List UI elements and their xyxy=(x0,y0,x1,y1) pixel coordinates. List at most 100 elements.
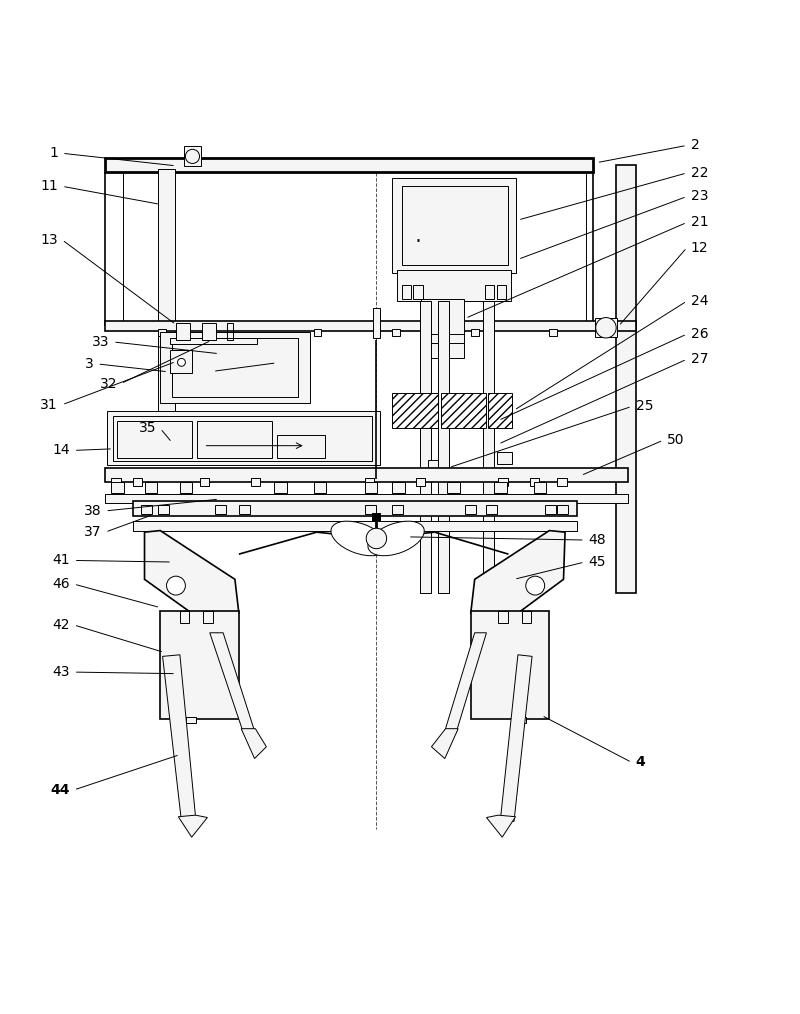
Bar xyxy=(133,521,577,530)
Bar xyxy=(170,350,193,373)
Bar xyxy=(117,421,192,458)
Bar xyxy=(215,505,226,514)
Bar xyxy=(447,482,460,493)
Bar xyxy=(365,478,374,486)
Bar xyxy=(392,505,403,514)
Bar xyxy=(106,411,379,464)
Bar xyxy=(365,482,378,493)
Bar xyxy=(145,482,157,493)
Bar xyxy=(365,505,376,514)
Bar xyxy=(314,330,322,336)
Polygon shape xyxy=(470,530,565,613)
Bar xyxy=(113,416,373,461)
Bar xyxy=(250,478,260,486)
Bar xyxy=(414,285,422,299)
Text: 43: 43 xyxy=(52,665,70,679)
Bar xyxy=(550,330,558,336)
Bar xyxy=(470,330,478,336)
Text: 46: 46 xyxy=(52,577,70,591)
Text: 4: 4 xyxy=(636,755,646,770)
Bar xyxy=(392,482,405,493)
Text: 2: 2 xyxy=(691,138,700,152)
Text: 35: 35 xyxy=(139,422,156,435)
Bar xyxy=(558,505,568,514)
Ellipse shape xyxy=(331,521,387,556)
Bar xyxy=(488,393,512,428)
Text: 27: 27 xyxy=(691,352,708,366)
Text: 41: 41 xyxy=(52,554,70,568)
Bar xyxy=(106,158,593,172)
Bar xyxy=(176,323,190,341)
Circle shape xyxy=(186,149,199,163)
Bar xyxy=(184,146,201,166)
Text: 1: 1 xyxy=(49,146,58,160)
Bar xyxy=(428,459,438,469)
Text: 3: 3 xyxy=(85,357,94,371)
Bar xyxy=(158,169,175,459)
Bar xyxy=(203,610,213,623)
Text: 21: 21 xyxy=(691,215,709,229)
Bar xyxy=(106,321,636,331)
Bar xyxy=(530,478,539,486)
Ellipse shape xyxy=(368,521,424,556)
Bar xyxy=(374,308,379,338)
Polygon shape xyxy=(178,815,207,838)
Bar xyxy=(558,478,566,486)
Bar xyxy=(534,482,546,493)
Polygon shape xyxy=(242,729,266,758)
Bar xyxy=(466,505,476,514)
Bar xyxy=(133,478,142,486)
Bar xyxy=(158,330,166,336)
Bar xyxy=(133,501,577,516)
Bar xyxy=(498,452,512,463)
Bar xyxy=(227,323,234,341)
Bar xyxy=(170,338,257,345)
Text: 22: 22 xyxy=(691,166,708,179)
Text: 13: 13 xyxy=(41,233,58,246)
Text: 44: 44 xyxy=(50,783,70,797)
Text: 25: 25 xyxy=(636,400,654,414)
Bar xyxy=(180,610,190,623)
Bar xyxy=(402,285,411,299)
Bar xyxy=(274,482,287,493)
Bar xyxy=(616,165,636,593)
Bar xyxy=(111,482,124,493)
Bar xyxy=(397,270,511,301)
Bar xyxy=(202,323,216,341)
Text: 42: 42 xyxy=(52,618,70,632)
Polygon shape xyxy=(445,633,486,731)
Bar xyxy=(595,317,617,338)
Text: 45: 45 xyxy=(589,555,606,569)
Text: 50: 50 xyxy=(667,433,685,447)
Bar xyxy=(546,505,557,514)
Text: 14: 14 xyxy=(52,443,70,457)
Bar xyxy=(158,505,169,514)
Bar xyxy=(186,717,196,723)
Bar xyxy=(494,482,507,493)
Polygon shape xyxy=(160,610,239,719)
Text: 33: 33 xyxy=(92,335,109,349)
Bar xyxy=(106,494,628,503)
Bar xyxy=(438,301,449,593)
Bar xyxy=(498,478,508,486)
Bar xyxy=(392,330,400,336)
Circle shape xyxy=(526,576,545,595)
Bar xyxy=(111,478,121,486)
Bar xyxy=(239,505,250,514)
Bar xyxy=(278,435,325,458)
Polygon shape xyxy=(486,815,515,838)
Text: 26: 26 xyxy=(691,328,709,341)
Polygon shape xyxy=(470,610,550,719)
Text: 23: 23 xyxy=(691,190,708,204)
Bar xyxy=(497,285,506,299)
Bar xyxy=(486,505,498,514)
Circle shape xyxy=(178,358,186,366)
Polygon shape xyxy=(210,633,254,731)
Bar xyxy=(516,717,526,723)
Polygon shape xyxy=(501,655,532,821)
Text: 32: 32 xyxy=(99,376,117,390)
Bar xyxy=(160,333,310,404)
Bar xyxy=(141,505,151,514)
Bar xyxy=(199,478,209,486)
Text: 12: 12 xyxy=(691,240,709,255)
